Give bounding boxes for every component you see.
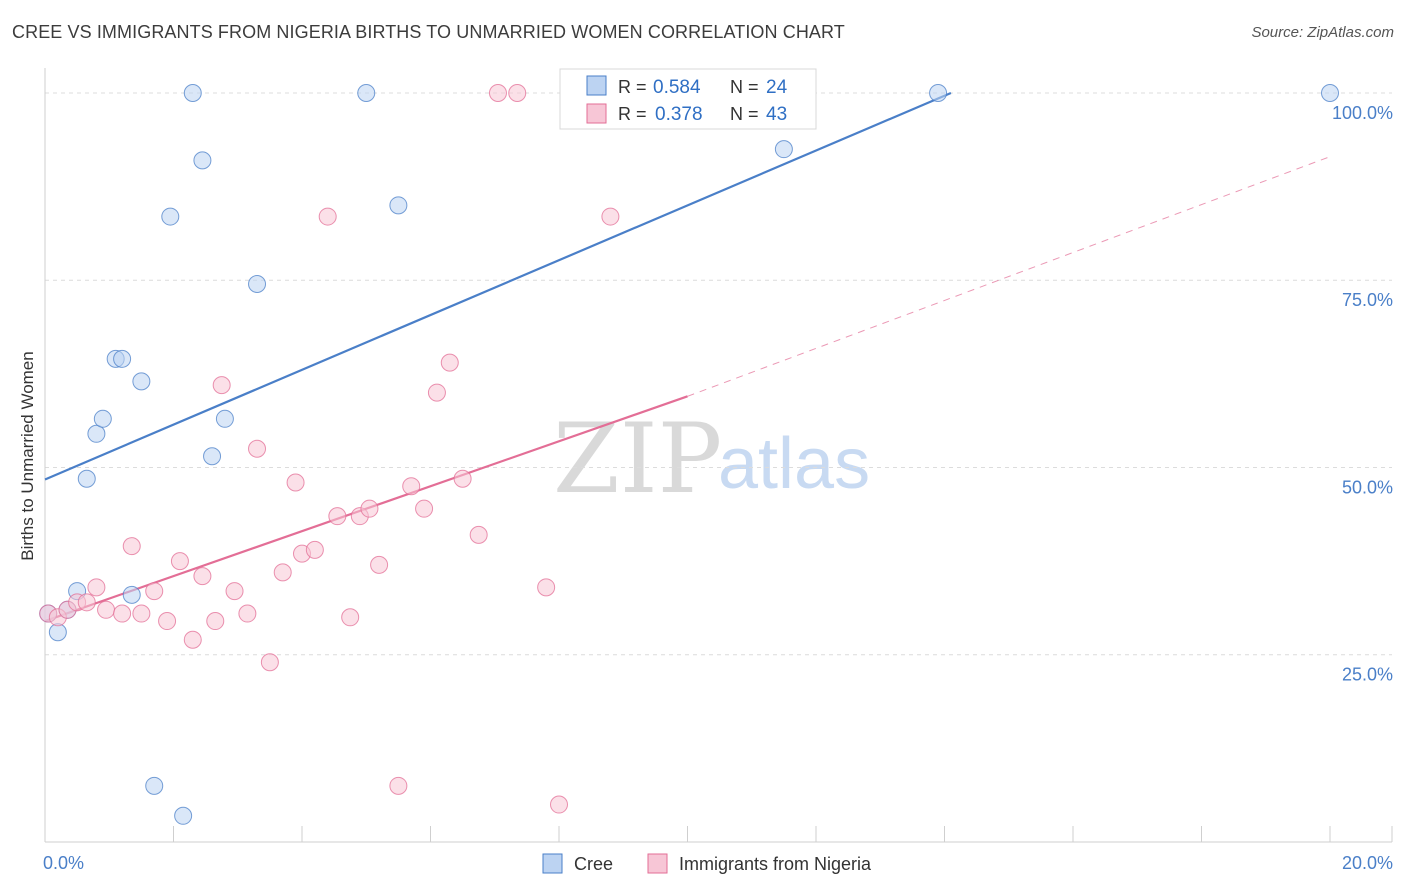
point-cree xyxy=(77,469,96,488)
correlation-legend: R = 0.584 N = 24 R = 0.378 N = 43 xyxy=(559,68,817,130)
point-nigeria xyxy=(305,540,324,559)
x-tick-label: 0.0% xyxy=(43,853,84,873)
point-nigeria xyxy=(193,567,212,586)
point-cree xyxy=(774,140,793,159)
point-nigeria xyxy=(453,469,472,488)
point-nigeria xyxy=(212,376,231,395)
y-tick-label: 75.0% xyxy=(1342,290,1393,310)
point-nigeria xyxy=(238,604,257,623)
point-cree xyxy=(132,372,151,391)
trend-extension-nigeria xyxy=(687,156,1331,397)
point-nigeria xyxy=(97,600,116,619)
point-nigeria xyxy=(601,207,620,226)
point-nigeria xyxy=(402,477,421,496)
point-nigeria xyxy=(360,499,379,518)
point-nigeria xyxy=(122,537,141,556)
x-tick-label: 20.0% xyxy=(1342,853,1393,873)
point-cree xyxy=(145,776,164,795)
legend-n-value-cree: 24 xyxy=(766,77,788,98)
point-cree xyxy=(1321,83,1339,102)
point-nigeria xyxy=(415,499,434,518)
legend-r-value-nigeria: 0.378 xyxy=(655,104,703,125)
point-nigeria xyxy=(508,83,527,102)
point-nigeria xyxy=(77,593,96,612)
point-nigeria xyxy=(87,578,106,597)
bottom-legend-label-cree: Cree xyxy=(574,854,613,874)
point-cree xyxy=(357,83,376,102)
point-cree xyxy=(183,83,202,102)
point-cree xyxy=(161,207,180,226)
point-cree xyxy=(113,349,132,368)
point-nigeria xyxy=(370,555,389,574)
legend-n-value-nigeria: 43 xyxy=(766,104,787,125)
y-tick-label: 25.0% xyxy=(1342,665,1393,685)
point-nigeria xyxy=(389,776,408,795)
point-cree xyxy=(389,196,408,215)
legend-n-label-nigeria: N = xyxy=(730,104,759,124)
legend-r-value-cree: 0.584 xyxy=(653,77,701,98)
y-tick-label: 100.0% xyxy=(1332,103,1393,123)
point-nigeria xyxy=(488,83,507,102)
legend-swatch-cree xyxy=(586,75,607,96)
legend-swatch-nigeria xyxy=(586,103,607,124)
trend-lines xyxy=(44,91,1331,623)
bottom-legend-label-nigeria: Immigrants from Nigeria xyxy=(679,854,872,874)
point-nigeria xyxy=(206,612,225,631)
point-cree xyxy=(174,806,193,825)
point-cree xyxy=(122,585,141,604)
point-nigeria xyxy=(225,582,244,601)
point-nigeria xyxy=(318,207,337,226)
y-tick-label: 50.0% xyxy=(1342,477,1393,497)
point-cree xyxy=(248,274,267,293)
point-cree xyxy=(48,623,67,642)
point-nigeria xyxy=(170,552,189,571)
bottom-legend-swatch-cree xyxy=(542,853,563,874)
point-nigeria xyxy=(132,604,151,623)
point-nigeria xyxy=(537,578,556,597)
point-nigeria xyxy=(328,507,347,526)
point-nigeria xyxy=(273,563,292,582)
point-nigeria xyxy=(260,653,279,672)
point-cree xyxy=(193,151,212,170)
point-cree xyxy=(93,409,112,428)
point-cree xyxy=(215,409,234,428)
point-nigeria xyxy=(550,795,568,814)
legend-r-label-nigeria: R = xyxy=(618,104,647,124)
point-nigeria xyxy=(440,353,459,372)
point-nigeria xyxy=(286,473,305,492)
chart-title: CREE VS IMMIGRANTS FROM NIGERIA BIRTHS T… xyxy=(12,22,845,42)
bottom-legend-swatch-nigeria xyxy=(647,853,668,874)
point-nigeria xyxy=(341,608,360,627)
point-nigeria xyxy=(248,439,267,458)
watermark-zip: ZIP xyxy=(553,403,722,515)
series-legend: Cree Immigrants from Nigeria xyxy=(542,853,872,874)
point-nigeria xyxy=(469,525,488,544)
data-points xyxy=(39,83,1339,825)
point-cree xyxy=(929,83,948,102)
point-nigeria xyxy=(158,612,177,631)
gridlines xyxy=(45,92,1392,656)
source-label: Source: ZipAtlas.com xyxy=(1251,24,1394,41)
point-cree xyxy=(203,447,222,466)
point-nigeria xyxy=(145,582,164,601)
axes: 25.0% 50.0% 75.0% 100.0% 0.0% 20.0% xyxy=(43,68,1393,873)
legend-r-label-cree: R = xyxy=(618,77,647,97)
y-axis-label: Births to Unmarried Women xyxy=(18,351,37,560)
point-nigeria xyxy=(113,604,132,623)
legend-n-label-cree: N = xyxy=(730,77,759,97)
trend-line-cree xyxy=(44,91,952,481)
point-cree xyxy=(87,424,106,443)
point-nigeria xyxy=(427,383,446,402)
point-nigeria xyxy=(183,630,202,649)
watermark-atlas: atlas xyxy=(718,424,870,504)
